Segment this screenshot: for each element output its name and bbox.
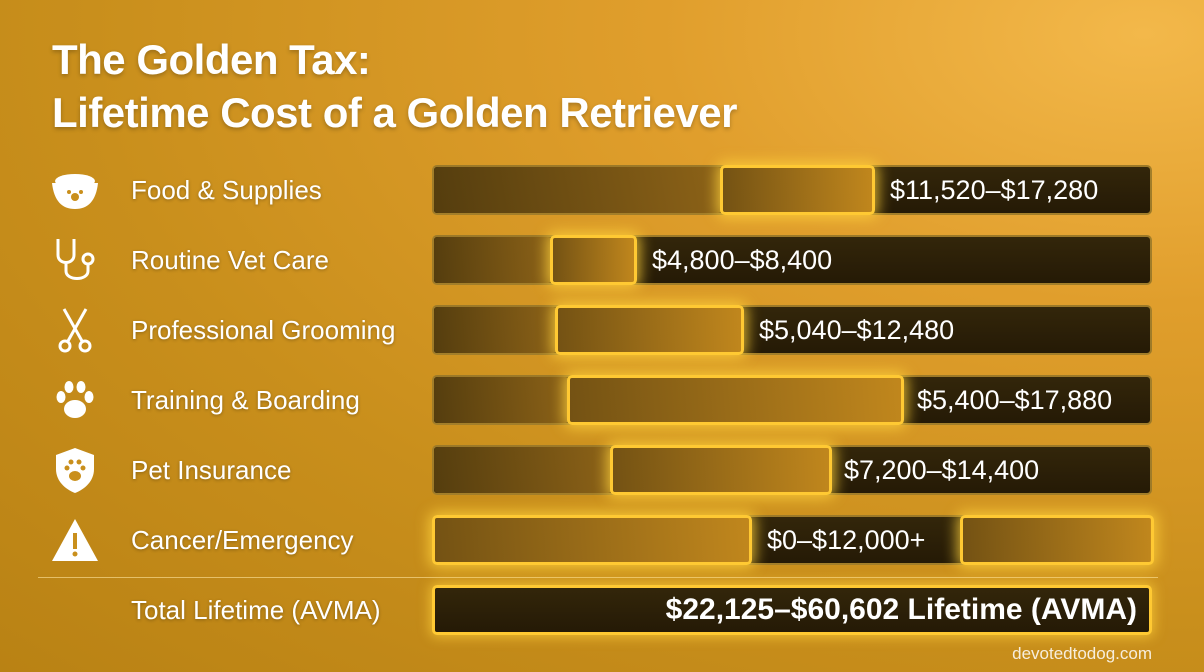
footer-source: devotedtodog.com (1012, 644, 1152, 663)
row-label: Cancer/Emergency (131, 525, 354, 555)
row-value: $5,400–$17,880 (917, 385, 1113, 415)
row-label: Professional Grooming (131, 315, 396, 345)
bar-segment (434, 167, 722, 213)
bar-segment (434, 307, 557, 353)
row-value: $0–$12,000+ (767, 525, 926, 555)
total-label: Total Lifetime (AVMA) (131, 595, 381, 625)
row-label: Training & Boarding (131, 385, 360, 415)
stethoscope-icon (56, 239, 95, 280)
bar-segment (434, 447, 612, 493)
bar-highlight (550, 235, 637, 285)
bar-highlight (720, 165, 875, 215)
row-value: $7,200–$14,400 (844, 455, 1040, 485)
bar-track: $5,040–$12,480 (432, 305, 1152, 355)
row-value: $11,520–$17,280 (890, 175, 1099, 205)
bar-track: $5,400–$17,880 (432, 375, 1152, 425)
row-value: $4,800–$8,400 (652, 245, 833, 275)
bar-track: $11,520–$17,280 (432, 165, 1152, 215)
bar-segment (434, 237, 552, 283)
shield-icon (56, 448, 94, 493)
bar-highlight (555, 305, 744, 355)
total-bar: $22,125–$60,602 Lifetime (AVMA) (432, 585, 1152, 635)
title: The Golden Tax: (52, 36, 371, 83)
separator (38, 577, 1158, 578)
bar-track: $4,800–$8,400 (432, 235, 1152, 285)
bar-highlight (432, 515, 752, 565)
bar-track: $0–$12,000+ (432, 515, 1154, 565)
bar-highlight (610, 445, 832, 495)
food-icon (52, 174, 98, 209)
bar-track: $7,200–$14,400 (432, 445, 1152, 495)
bar-highlight (567, 375, 904, 425)
scissors-icon (58, 308, 92, 353)
warning-icon (52, 519, 98, 561)
bar-segment (434, 377, 569, 423)
title: Lifetime Cost of a Golden Retriever (52, 89, 737, 136)
row-label: Pet Insurance (131, 455, 292, 485)
row-label: Routine Vet Care (131, 245, 330, 275)
paw-icon (56, 381, 94, 418)
row-label: Food & Supplies (131, 175, 322, 205)
bar-highlight (960, 515, 1154, 565)
total-value: $22,125–$60,602 Lifetime (AVMA) (665, 593, 1137, 626)
row-value: $5,040–$12,480 (759, 315, 955, 345)
